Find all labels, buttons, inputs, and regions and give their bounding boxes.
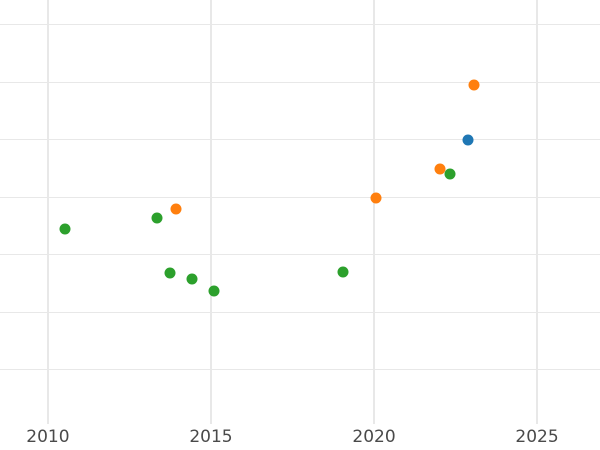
vertical-gridline <box>536 0 538 424</box>
data-point-green-series <box>164 267 176 279</box>
data-point-orange-series <box>468 79 480 91</box>
horizontal-gridline <box>0 254 600 256</box>
x-tick-label: 2015 <box>189 427 233 447</box>
horizontal-gridline <box>0 369 600 371</box>
x-tick-label: 2010 <box>26 427 70 447</box>
horizontal-gridline <box>0 311 600 313</box>
x-tick-label: 2020 <box>352 427 396 447</box>
data-point-orange-series <box>434 163 446 174</box>
data-point-green-series <box>337 266 349 278</box>
horizontal-gridline <box>0 81 600 83</box>
data-point-green-series <box>151 212 163 224</box>
data-point-orange-series <box>170 203 182 215</box>
vertical-gridline <box>210 0 212 424</box>
x-tick-label: 2025 <box>515 427 559 447</box>
data-point-green-series <box>59 223 71 235</box>
data-point-green-series <box>186 273 198 285</box>
data-point-blue-series <box>462 134 474 146</box>
horizontal-gridline <box>0 24 600 26</box>
data-point-green-series <box>444 168 456 180</box>
vertical-gridline <box>47 0 49 424</box>
vertical-gridline <box>373 0 375 424</box>
horizontal-gridline <box>0 139 600 141</box>
horizontal-gridline <box>0 196 600 198</box>
plot-area <box>0 0 600 424</box>
data-point-orange-series <box>370 192 382 204</box>
data-point-green-series <box>208 285 220 297</box>
